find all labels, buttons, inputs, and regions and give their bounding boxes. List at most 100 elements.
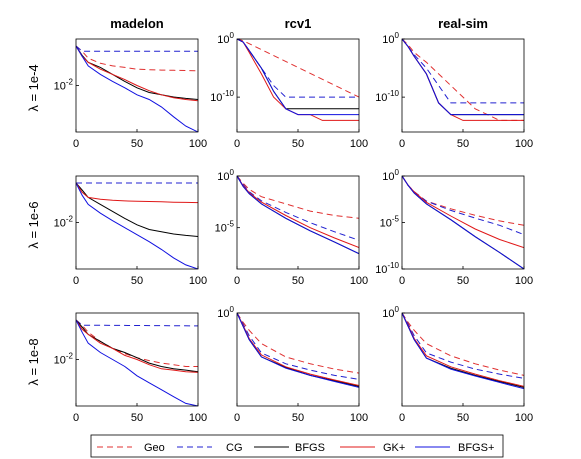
x-tick-label: 0 — [399, 412, 405, 424]
series-line-bfgs — [237, 313, 359, 387]
series-line-bfgs — [402, 313, 524, 388]
series-line-cg — [402, 176, 524, 236]
panel-madelon-row2: 0 50 100 10-2 — [54, 175, 207, 287]
series-line-geo — [237, 39, 359, 98]
panel-rcv1-row3: 0 50 100 100 — [217, 305, 368, 424]
series-group — [237, 176, 359, 255]
panel-rcv1-row2: 0 50 100 100 10-5 — [215, 168, 369, 287]
series-group — [237, 313, 359, 388]
series-line-gkplus — [402, 39, 524, 121]
series-line-geo — [402, 313, 524, 376]
x-tick-label: 0 — [399, 138, 405, 150]
axes-frame — [401, 312, 525, 407]
y-tick-label: 100 — [217, 31, 234, 46]
series-line-gkplus — [237, 176, 359, 248]
panel-rcv1-row1: 0 50 100 100 10-10 — [210, 31, 368, 150]
x-tick-label: 50 — [131, 138, 143, 150]
x-tick-label: 100 — [189, 138, 207, 150]
x-tick-label: 50 — [457, 412, 469, 424]
series-line-bfgs — [237, 39, 359, 110]
y-tick-label: 10-10 — [375, 89, 399, 104]
series-line-bfgs — [76, 319, 198, 373]
x-tick-label: 100 — [350, 138, 368, 150]
series-group — [76, 45, 198, 132]
legend-label-bfgs: BFGS — [295, 442, 325, 454]
series-group — [402, 176, 524, 269]
column-title-madelon: madelon — [110, 16, 164, 31]
x-tick-label: 50 — [292, 275, 304, 287]
series-line-geo — [237, 313, 359, 374]
y-tick-label: 10-5 — [380, 215, 400, 230]
series-line-gkplus — [76, 182, 198, 204]
series-line-cg — [402, 39, 524, 104]
series-group — [237, 39, 359, 121]
row-label-1: λ = 1e-4 — [26, 64, 41, 111]
y-tick-label: 100 — [217, 305, 234, 320]
series-line-bfgsplus — [76, 182, 198, 269]
series-line-gkplus — [76, 319, 198, 373]
series-group — [76, 319, 198, 406]
y-tick-label: 10-5 — [215, 220, 235, 235]
y-tick-label: 100 — [382, 168, 399, 183]
series-line-bfgsplus — [76, 45, 198, 132]
series-line-bfgsplus — [237, 176, 359, 255]
x-tick-label: 50 — [457, 138, 469, 150]
axes-frame — [75, 175, 199, 270]
x-tick-label: 100 — [350, 275, 368, 287]
legend: Geo CG BFGS GK+ BFGS+ — [90, 434, 504, 458]
series-line-bfgsplus — [402, 39, 524, 116]
x-tick-label: 100 — [189, 275, 207, 287]
series-line-gkplus — [237, 313, 359, 386]
panel-real-sim-row1: 0 50 100 100 10-10 — [375, 31, 533, 150]
series-group — [402, 39, 524, 121]
legend-items: Geo CG BFGS GK+ BFGS+ — [97, 442, 494, 454]
series-line-bfgsplus — [402, 313, 524, 390]
series-line-cg — [402, 313, 524, 379]
x-tick-label: 50 — [131, 275, 143, 287]
x-tick-label: 0 — [399, 275, 405, 287]
series-line-geo — [76, 45, 198, 72]
series-line-geo — [402, 176, 524, 226]
x-tick-label: 50 — [292, 412, 304, 424]
x-tick-label: 0 — [73, 412, 79, 424]
axes-frame — [236, 175, 360, 270]
panel-real-sim-row3: 0 50 100 100 — [382, 305, 533, 424]
series-line-bfgsplus — [402, 176, 524, 269]
x-tick-label: 0 — [234, 275, 240, 287]
y-tick-label: 10-10 — [375, 261, 399, 276]
y-tick-label: 100 — [382, 305, 399, 320]
series-line-geo — [76, 319, 198, 367]
x-tick-label: 0 — [234, 412, 240, 424]
x-tick-label: 50 — [457, 275, 469, 287]
x-tick-label: 100 — [515, 138, 533, 150]
legend-label-gkplus: GK+ — [383, 442, 405, 454]
series-line-geo — [237, 176, 359, 219]
axes-frame — [236, 312, 360, 407]
x-tick-label: 100 — [189, 412, 207, 424]
axes-frame — [401, 38, 525, 133]
y-tick-label: 100 — [382, 31, 399, 46]
y-tick-label: 10-2 — [54, 352, 74, 367]
series-line-bfgs — [76, 45, 198, 100]
y-tick-label: 100 — [217, 168, 234, 183]
x-tick-label: 100 — [515, 412, 533, 424]
legend-box — [90, 434, 504, 458]
x-tick-label: 0 — [73, 138, 79, 150]
x-tick-label: 50 — [131, 412, 143, 424]
y-tick-label: 10-2 — [54, 215, 74, 230]
x-tick-label: 50 — [292, 138, 304, 150]
series-line-cg — [237, 176, 359, 241]
axes-frame — [236, 38, 360, 133]
x-tick-label: 100 — [515, 275, 533, 287]
legend-label-bfgsplus: BFGS+ — [458, 442, 494, 454]
series-line-bfgs — [76, 182, 198, 237]
series-line-cg — [76, 319, 198, 327]
column-title-real-sim: real-sim — [438, 16, 488, 31]
series-line-geo — [402, 39, 524, 121]
legend-label-cg: CG — [226, 442, 243, 454]
x-tick-label: 100 — [350, 412, 368, 424]
y-tick-label: 10-2 — [54, 78, 74, 93]
row-label-3: λ = 1e-8 — [26, 338, 41, 385]
